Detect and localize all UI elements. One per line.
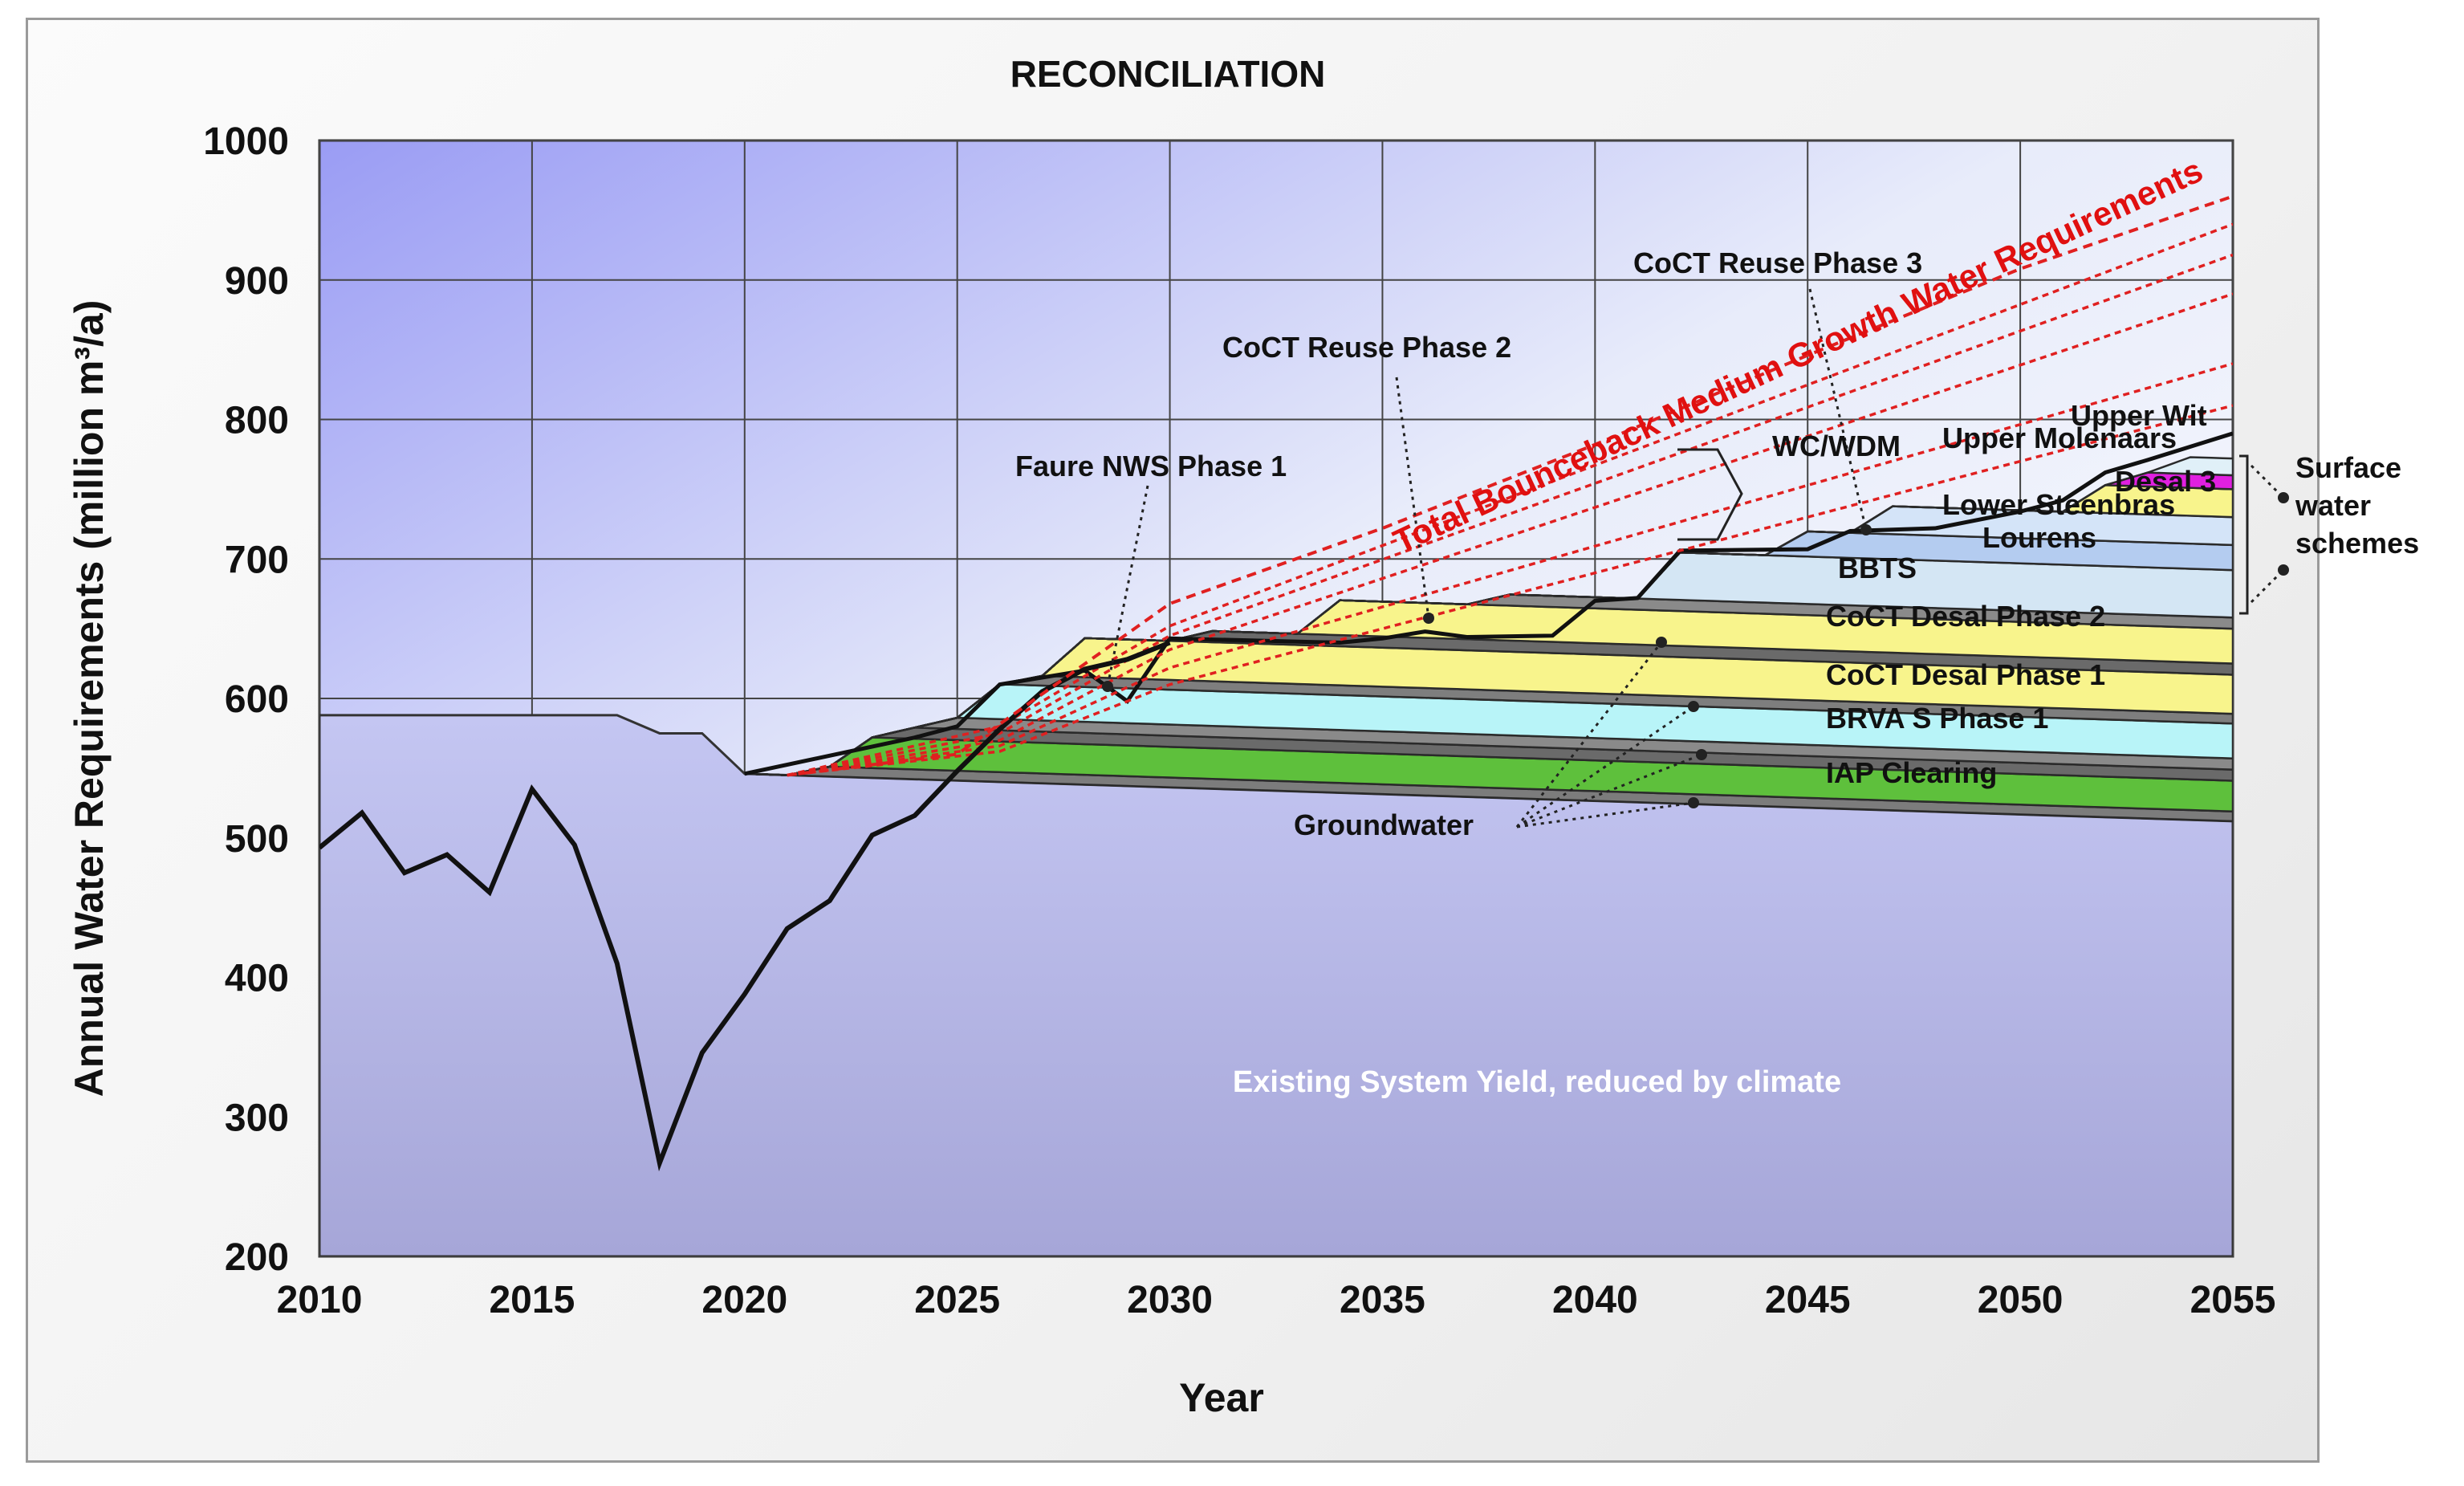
band-label: Desal 3 — [2115, 465, 2216, 498]
reuse3-arrow — [1808, 288, 1868, 531]
y-tick-label: 400 — [225, 958, 289, 1000]
surface-arrow-2-arrowhead — [2278, 564, 2289, 576]
groundwater-arrow-4-arrowhead — [1688, 797, 1699, 808]
total-supply-line — [744, 431, 2233, 776]
band-label: Upper Molenaars — [1942, 421, 2177, 454]
band-label: CoCT Desal Phase 2 — [1826, 600, 2105, 633]
band-label: IAP Clearing — [1826, 756, 1997, 789]
reuse3-arrow-arrowhead — [1860, 524, 1872, 535]
reuse-phase2-annotation: CoCT Reuse Phase 2 — [1222, 331, 1511, 364]
wcwdm-annotation: WC/WDM — [1772, 430, 1901, 462]
total-bounceback-line — [787, 194, 2233, 777]
supply-band — [744, 456, 2233, 776]
requirement-scenario-line — [787, 253, 2233, 777]
requirement-scenario-line — [787, 292, 2233, 777]
groundwater-arrow-1 — [1515, 641, 1663, 828]
faure-arrow-arrowhead — [1102, 681, 1113, 692]
groundwater-arrow-4 — [1516, 801, 1694, 828]
x-tick-label: 2035 — [1340, 1279, 1425, 1321]
surface-bracket — [2239, 454, 2249, 615]
x-tick-label: 2025 — [914, 1279, 1000, 1321]
x-axis-label: Year — [1179, 1375, 1264, 1420]
surface-arrow-1-arrowhead — [2278, 492, 2289, 503]
reuse2-arrow-arrowhead — [1423, 613, 1434, 624]
wcwdm-bracket — [1677, 448, 1743, 541]
y-tick-label: 1000 — [203, 120, 289, 163]
y-tick-label: 200 — [225, 1236, 289, 1279]
x-tick-label: 2055 — [2190, 1279, 2276, 1321]
y-tick-label: 900 — [225, 260, 289, 303]
surface-arrow-2 — [2250, 568, 2285, 604]
groundwater-arrow-2 — [1516, 705, 1694, 828]
requirement-scenario-line — [787, 362, 2233, 777]
y-tick-label: 600 — [225, 678, 289, 721]
groundwater-arrow-1-arrowhead — [1656, 637, 1667, 648]
requirement-scenario-line — [787, 404, 2233, 777]
band-label: BBTS — [1838, 552, 1917, 584]
existing-yield-area — [319, 714, 2233, 1256]
groundwater-arrow-3-arrowhead — [1696, 749, 1707, 760]
band-label: Upper Wit — [2071, 399, 2207, 432]
y-tick-label: 300 — [225, 1097, 289, 1139]
surface-water-label-2: water — [2295, 489, 2371, 522]
reuse-phase3-annotation: CoCT Reuse Phase 3 — [1633, 246, 1922, 279]
x-tick-label: 2040 — [1552, 1279, 1638, 1321]
groundwater-arrow-2-arrowhead — [1688, 701, 1699, 712]
reuse2-arrow — [1395, 377, 1430, 619]
groundwater-annotation: Groundwater — [1294, 808, 1474, 841]
y-tick-label: 500 — [225, 818, 289, 861]
x-tick-label: 2050 — [1978, 1279, 2063, 1321]
band-label: CoCT Desal Phase 1 — [1826, 658, 2105, 691]
band-label: Lourens — [1982, 521, 2096, 554]
surface-arrow-1 — [2250, 464, 2285, 499]
existing-yield-label: Existing System Yield, reduced by climat… — [1233, 1065, 1841, 1099]
y-tick-label: 800 — [225, 400, 289, 442]
groundwater-arrow-3 — [1516, 753, 1702, 828]
x-tick-label: 2010 — [277, 1279, 363, 1321]
x-tick-label: 2030 — [1127, 1279, 1213, 1321]
band-label: Lower Steenbras — [1942, 488, 2175, 521]
requirement-scenario-line — [787, 222, 2233, 777]
y-tick-label: 700 — [225, 539, 289, 581]
y-axis-label: Annual Water Requirements (million m³/a) — [67, 300, 112, 1097]
x-tick-label: 2020 — [701, 1279, 787, 1321]
faure-nws-annotation: Faure NWS Phase 1 — [1015, 450, 1287, 482]
surface-water-label-3: schemes — [2295, 527, 2419, 560]
x-tick-label: 2045 — [1765, 1279, 1851, 1321]
band-label: BRVA S Phase 1 — [1826, 702, 2048, 735]
chart-title: RECONCILIATION — [1010, 53, 1326, 95]
faure-arrow — [1106, 485, 1149, 687]
surface-water-label-1: Surface — [2295, 451, 2401, 484]
x-tick-label: 2015 — [489, 1279, 575, 1321]
